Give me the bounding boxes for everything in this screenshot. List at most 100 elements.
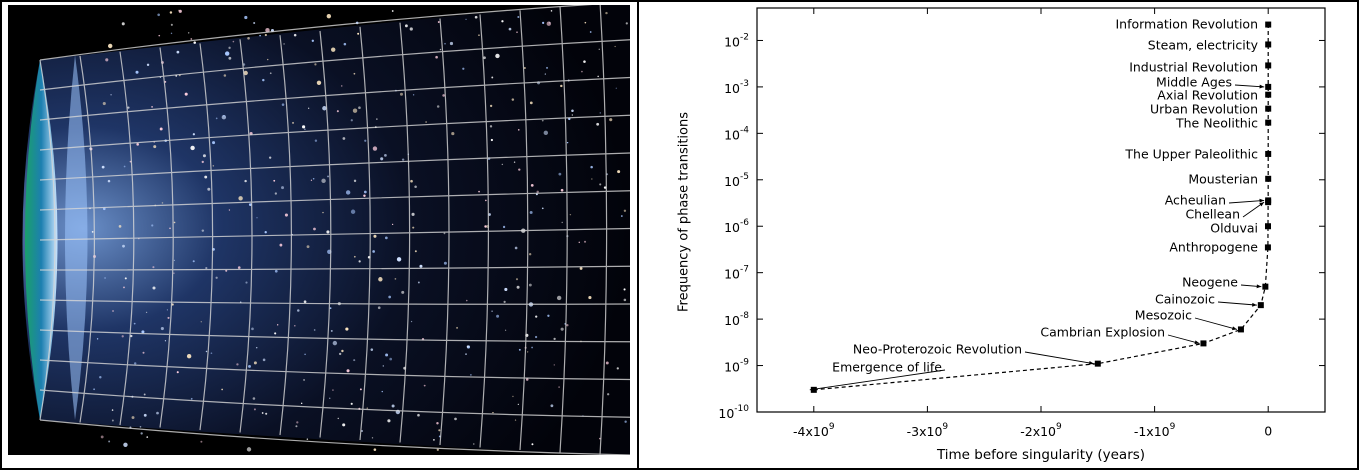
y-tick-label: 10-2 (724, 32, 749, 49)
star (588, 296, 591, 299)
star (351, 403, 353, 405)
y-tick-label: 10-6 (724, 218, 749, 235)
star (254, 361, 257, 364)
star (134, 362, 136, 364)
point-label: Middle Ages (1156, 75, 1232, 90)
star (224, 74, 227, 77)
star (561, 328, 564, 331)
y-axis-title: Frequency of phase transitions (677, 112, 692, 312)
star (580, 267, 583, 270)
star (265, 413, 267, 415)
star (502, 164, 503, 165)
star (380, 157, 383, 160)
star (303, 379, 304, 380)
star (609, 118, 612, 121)
star (187, 354, 191, 358)
star (112, 409, 114, 411)
star (554, 364, 555, 365)
star (531, 184, 534, 187)
tick-exponent: -4 (740, 125, 749, 135)
star (329, 398, 330, 399)
star (516, 278, 518, 280)
star (245, 281, 247, 283)
star (456, 327, 458, 329)
tick-base: -4x10 (793, 424, 829, 439)
star (265, 231, 267, 233)
star (607, 393, 609, 395)
point-label: Information Revolution (1115, 17, 1258, 32)
star (190, 38, 192, 40)
star (490, 105, 492, 107)
star (297, 309, 300, 312)
star (193, 260, 195, 262)
star (345, 327, 348, 330)
star (326, 230, 329, 233)
star (282, 103, 285, 106)
point (1258, 302, 1264, 308)
point-label: The Neolithic (1175, 116, 1258, 131)
star (171, 24, 173, 26)
star (313, 178, 315, 180)
star (542, 207, 544, 209)
point-label: Steam, electricity (1148, 38, 1259, 53)
star (496, 315, 499, 318)
star (572, 114, 573, 115)
star (547, 315, 549, 317)
star (216, 277, 218, 279)
star (382, 391, 383, 392)
star (171, 33, 172, 34)
star (105, 58, 108, 61)
star (108, 440, 110, 442)
star (414, 186, 417, 189)
star (338, 418, 339, 419)
star (151, 224, 153, 226)
point (1265, 120, 1271, 126)
label-arrow (1195, 318, 1237, 329)
tick-base: 10 (724, 80, 740, 95)
star (596, 123, 599, 126)
y-tick-label: 10-4 (724, 125, 749, 142)
star (314, 63, 316, 65)
star (343, 137, 346, 140)
star (415, 250, 417, 252)
star (517, 16, 519, 18)
point (1265, 244, 1271, 250)
star (119, 225, 122, 228)
star (157, 13, 160, 16)
star (359, 260, 361, 262)
star (147, 64, 149, 66)
star (201, 321, 202, 322)
star (151, 106, 153, 108)
star (341, 85, 342, 86)
screenshot: Time before singularity (years) Frequenc… (0, 0, 1359, 470)
point-label: Axial Revolution (1157, 88, 1258, 103)
tick-base: 10 (718, 406, 734, 421)
star (342, 423, 345, 426)
star (411, 213, 414, 216)
point (1265, 151, 1271, 157)
star (167, 309, 168, 310)
star (125, 277, 127, 279)
star (304, 354, 305, 355)
point (1265, 176, 1271, 182)
star (442, 94, 445, 97)
star (160, 127, 163, 130)
star (332, 389, 333, 390)
star (188, 32, 189, 33)
star (616, 88, 617, 89)
star (529, 284, 532, 287)
star (531, 347, 533, 349)
point-label: Urban Revolution (1150, 102, 1258, 117)
star (433, 439, 435, 441)
label-arrow (1168, 335, 1199, 343)
star (269, 156, 271, 158)
star (621, 215, 623, 217)
star (167, 317, 169, 319)
star (397, 257, 401, 261)
star (304, 300, 307, 303)
star (233, 41, 235, 43)
star (462, 68, 464, 70)
star (410, 27, 413, 30)
point-label: Emergence of life (832, 360, 942, 375)
tick-base: -2x10 (1020, 424, 1056, 439)
